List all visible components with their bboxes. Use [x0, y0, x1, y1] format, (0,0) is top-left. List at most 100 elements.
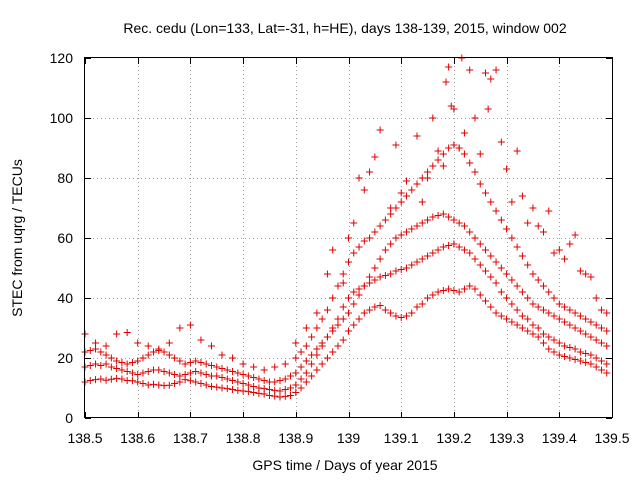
data-point [113, 365, 121, 372]
data-point [281, 360, 289, 368]
data-point [603, 309, 611, 317]
data-point [118, 375, 126, 383]
data-point [334, 282, 342, 290]
data-point [597, 324, 605, 332]
data-point [539, 306, 547, 314]
data-point [339, 336, 347, 344]
data-point [229, 386, 237, 393]
data-point [476, 180, 484, 188]
data-point [297, 348, 305, 356]
data-point [455, 243, 463, 251]
data-point [181, 360, 189, 368]
data-point [102, 376, 110, 384]
data-point [524, 219, 532, 227]
data-point [482, 189, 490, 197]
data-point [186, 377, 194, 385]
data-point [439, 210, 447, 218]
x-axis-title: GPS time / Days of year 2015 [252, 457, 437, 473]
data-point [529, 204, 537, 212]
data-point [371, 276, 379, 284]
data-point [561, 353, 569, 360]
data-point [429, 114, 437, 122]
data-point [460, 150, 468, 158]
data-point [313, 345, 321, 353]
data-point [113, 374, 121, 382]
data-point [492, 258, 500, 266]
data-point [434, 156, 442, 164]
data-point [92, 345, 100, 353]
data-point [582, 359, 590, 366]
data-point [150, 380, 158, 388]
data-point [128, 359, 136, 366]
data-point [439, 150, 447, 158]
data-point [276, 377, 284, 384]
data-point [381, 216, 389, 224]
data-point [313, 309, 321, 317]
data-point [587, 360, 595, 368]
data-point [229, 377, 237, 384]
data-point [239, 380, 247, 387]
data-point [355, 315, 363, 323]
data-point [450, 105, 458, 113]
data-point [287, 392, 295, 399]
data-point [450, 240, 458, 248]
data-point [250, 363, 258, 371]
data-point [508, 318, 516, 326]
data-point [587, 351, 595, 359]
data-point [355, 291, 363, 299]
data-point [424, 252, 432, 260]
data-point [503, 165, 511, 173]
axis-ticks [85, 58, 613, 419]
data-point [176, 324, 184, 332]
data-point [287, 384, 295, 392]
data-point [271, 386, 279, 394]
data-point [155, 366, 163, 374]
data-point [308, 360, 316, 368]
x-tick-label: 139 [337, 430, 361, 446]
x-tick-label: 138.6 [120, 430, 155, 446]
data-point [424, 168, 432, 176]
data-point [276, 393, 284, 401]
data-point [603, 369, 611, 377]
data-point [455, 144, 463, 152]
data-point [155, 381, 163, 389]
data-point [165, 339, 173, 347]
data-point [345, 327, 352, 335]
data-point [566, 240, 574, 248]
data-point [466, 228, 474, 236]
data-point [318, 360, 326, 368]
data-point [513, 243, 521, 251]
data-point [376, 126, 384, 134]
data-point [392, 312, 400, 320]
data-point [429, 162, 437, 170]
data-point [471, 168, 479, 176]
data-point [603, 360, 611, 368]
data-point [250, 383, 258, 390]
data-point [545, 333, 553, 341]
data-point [366, 168, 374, 176]
data-point [97, 362, 105, 369]
data-point [255, 375, 263, 383]
data-point [534, 333, 542, 341]
data-point [571, 324, 579, 332]
x-tick-label: 138.5 [67, 430, 102, 446]
data-point [197, 380, 205, 387]
data-point [97, 348, 105, 356]
data-point [534, 222, 542, 230]
data-point [313, 366, 321, 374]
data-point [418, 219, 426, 227]
data-point [592, 321, 600, 329]
data-point [550, 336, 558, 344]
data-point [197, 369, 205, 377]
data-point [308, 351, 316, 359]
data-point [350, 300, 358, 308]
y-tick-labels: 0 20 40 60 80 100 120 [50, 50, 74, 426]
data-point [534, 303, 542, 311]
data-point [460, 246, 468, 254]
data-point [571, 309, 579, 317]
y-tick-label: 20 [57, 350, 73, 366]
data-point [381, 272, 389, 279]
data-point [239, 371, 247, 378]
data-point [397, 314, 405, 321]
data-point [92, 376, 100, 384]
